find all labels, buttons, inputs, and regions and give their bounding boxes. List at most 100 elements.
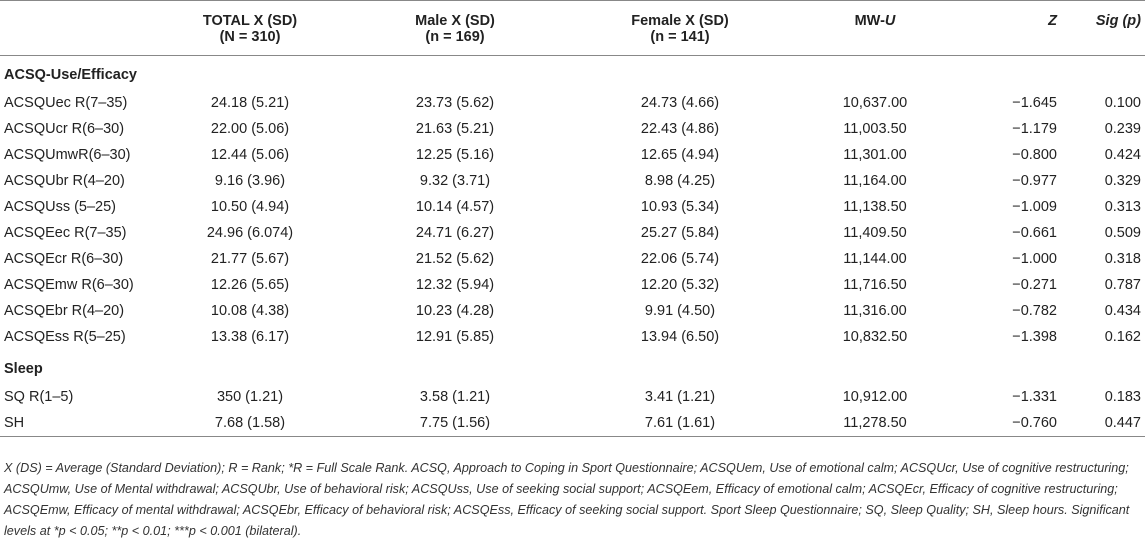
cell-total: 7.68 (1.58) <box>170 410 330 437</box>
cell-z: −1.645 <box>1012 95 1057 111</box>
cell-female: 9.91 (4.50) <box>644 303 716 319</box>
cell-male: 3.58 (1.21) <box>419 389 491 405</box>
header-total: TOTAL X (SD) (N = 310) <box>170 0 330 56</box>
cell-p: 0.509 <box>1104 225 1141 241</box>
table-row: ACSQUec R(7–35) 24.18 (5.21) 23.73 (5.62) 2… <box>0 90 1145 116</box>
table-row: ACSQUcr R(6–30) 22.00 (5.06) 21.63 (5.21) 2… <box>0 116 1145 142</box>
table-row: ACSQEbr R(4–20) 10.08 (4.38) 10.23 (4.28) 9… <box>0 298 1145 324</box>
cell-z: −1.179 <box>1012 121 1057 137</box>
cell-total: 9.16 (3.96) <box>214 173 286 189</box>
cell-mwu: 11,003.50 <box>843 121 907 137</box>
cell-mwu: 11,164.00 <box>843 173 907 189</box>
cell-z: −0.760 <box>970 410 1065 437</box>
header-label <box>0 0 170 56</box>
results-table: TOTAL X (SD) (N = 310) Male X (SD) (n = … <box>0 0 1145 437</box>
table-row: SH 7.68 (1.58) 7.75 (1.56) 7.61 (1.61) 11,27… <box>0 410 1145 437</box>
cell-mwu: 11,301.00 <box>843 147 907 163</box>
cell-total: 350 (1.21) <box>216 389 284 405</box>
row-label: SQ R(1–5) <box>4 389 74 405</box>
cell-p: 0.183 <box>1104 389 1141 405</box>
cell-male: 12.32 (5.94) <box>415 277 495 293</box>
row-label: ACSQUbr R(4–20) <box>4 173 125 189</box>
row-label: ACSQEbr R(4–20) <box>4 303 125 319</box>
table-row: ACSQEmw R(6–30) 12.26 (5.65) 12.32 (5.94) 1… <box>0 272 1145 298</box>
cell-male: 10.14 (4.57) <box>415 199 495 215</box>
cell-z: −0.271 <box>1012 277 1057 293</box>
cell-female: 12.20 (5.32) <box>640 277 720 293</box>
cell-female: 22.43 (4.86) <box>640 121 720 137</box>
header-female: Female X (SD) (n = 141) <box>580 0 780 56</box>
cell-z: −1.000 <box>1012 251 1057 267</box>
row-label: ACSQEss R(5–25) <box>4 329 126 345</box>
cell-z: −0.977 <box>1012 173 1057 189</box>
cell-mwu: 11,716.50 <box>843 277 907 293</box>
table-row: ACSQEec R(7–35) 24.96 (6.074) 24.71 (6.27)… <box>0 220 1145 246</box>
cell-female: 12.65 (4.94) <box>640 147 720 163</box>
cell-female: 22.06 (5.74) <box>640 251 720 267</box>
cell-p: 0.329 <box>1104 173 1141 189</box>
cell-p: 0.100 <box>1104 95 1141 111</box>
cell-total: 21.77 (5.67) <box>210 251 290 267</box>
row-label: ACSQUss (5–25) <box>4 199 117 215</box>
cell-p: 0.447 <box>1065 410 1145 437</box>
cell-z: −0.800 <box>1012 147 1057 163</box>
table-row: ACSQEcr R(6–30) 21.77 (5.67) 21.52 (5.62) 2… <box>0 246 1145 272</box>
cell-mwu: 11,278.50 <box>780 410 970 437</box>
cell-p: 0.787 <box>1104 277 1141 293</box>
cell-z: −1.331 <box>1012 389 1057 405</box>
table-row: SQ R(1–5) 350 (1.21) 3.58 (1.21) 3.41 (1.21… <box>0 384 1145 410</box>
cell-male: 24.71 (6.27) <box>415 225 495 241</box>
cell-female: 8.98 (4.25) <box>644 173 716 189</box>
cell-female: 7.61 (1.61) <box>580 410 780 437</box>
row-label: ACSQUec R(7–35) <box>4 95 128 111</box>
cell-mwu: 11,409.50 <box>843 225 907 241</box>
cell-mwu: 10,637.00 <box>842 95 908 111</box>
table-row: ACSQUmwR(6–30) 12.44 (5.06) 12.25 (5.16) 12… <box>0 142 1145 168</box>
cell-p: 0.239 <box>1104 121 1141 137</box>
cell-total: 10.08 (4.38) <box>210 303 290 319</box>
cell-female: 3.41 (1.21) <box>644 389 716 405</box>
row-label: ACSQUmwR(6–30) <box>4 147 131 163</box>
table-row: ACSQUbr R(4–20) 9.16 (3.96) 9.32 (3.71) 8.9… <box>0 168 1145 194</box>
cell-male: 21.63 (5.21) <box>415 121 495 137</box>
cell-male: 21.52 (5.62) <box>415 251 495 267</box>
cell-male: 23.73 (5.62) <box>415 95 495 111</box>
row-label: SH <box>0 410 170 437</box>
cell-total: 24.96 (6.074) <box>206 225 294 241</box>
row-label: ACSQEec R(7–35) <box>4 225 127 241</box>
cell-p: 0.162 <box>1104 329 1141 345</box>
table-body: ACSQ-Use/Efficacy ACSQUec R(7–35) 24.18 (5… <box>0 56 1145 437</box>
cell-z: −0.782 <box>1012 303 1057 319</box>
header-male: Male X (SD) (n = 169) <box>330 0 580 56</box>
header-z: Z <box>970 0 1065 56</box>
cell-total: 12.26 (5.65) <box>210 277 290 293</box>
section-row: ACSQ-Use/Efficacy <box>0 56 1145 91</box>
cell-total: 10.50 (4.94) <box>210 199 290 215</box>
cell-p: 0.318 <box>1104 251 1141 267</box>
cell-z: −0.661 <box>1012 225 1057 241</box>
row-label: ACSQEmw R(6–30) <box>4 277 134 293</box>
cell-total: 13.38 (6.17) <box>210 329 290 345</box>
cell-male: 7.75 (1.56) <box>330 410 580 437</box>
section-title: ACSQ-Use/Efficacy <box>4 67 137 83</box>
header-mwu: MW-U <box>780 0 970 56</box>
cell-female: 13.94 (6.50) <box>640 329 720 345</box>
table-footnote: X (DS) = Average (Standard Deviation); R… <box>4 461 1130 538</box>
cell-mwu: 10,912.00 <box>842 389 908 405</box>
cell-mwu: 11,138.50 <box>843 199 907 215</box>
table-row: ACSQEss R(5–25) 13.38 (6.17) 12.91 (5.85) 1… <box>0 324 1145 350</box>
row-label: ACSQEcr R(6–30) <box>4 251 124 267</box>
cell-male: 9.32 (3.71) <box>419 173 491 189</box>
table-header: TOTAL X (SD) (N = 310) Male X (SD) (n = … <box>0 0 1145 56</box>
cell-z: −1.009 <box>1012 199 1057 215</box>
cell-male: 10.23 (4.28) <box>415 303 495 319</box>
cell-total: 24.18 (5.21) <box>210 95 290 111</box>
cell-female: 10.93 (5.34) <box>640 199 720 215</box>
cell-total: 22.00 (5.06) <box>210 121 290 137</box>
section-title: Sleep <box>4 361 43 377</box>
cell-mwu: 11,316.00 <box>843 303 907 319</box>
section-row: Sleep <box>0 350 1145 384</box>
cell-z: −1.398 <box>1012 329 1057 345</box>
cell-p: 0.434 <box>1104 303 1141 319</box>
